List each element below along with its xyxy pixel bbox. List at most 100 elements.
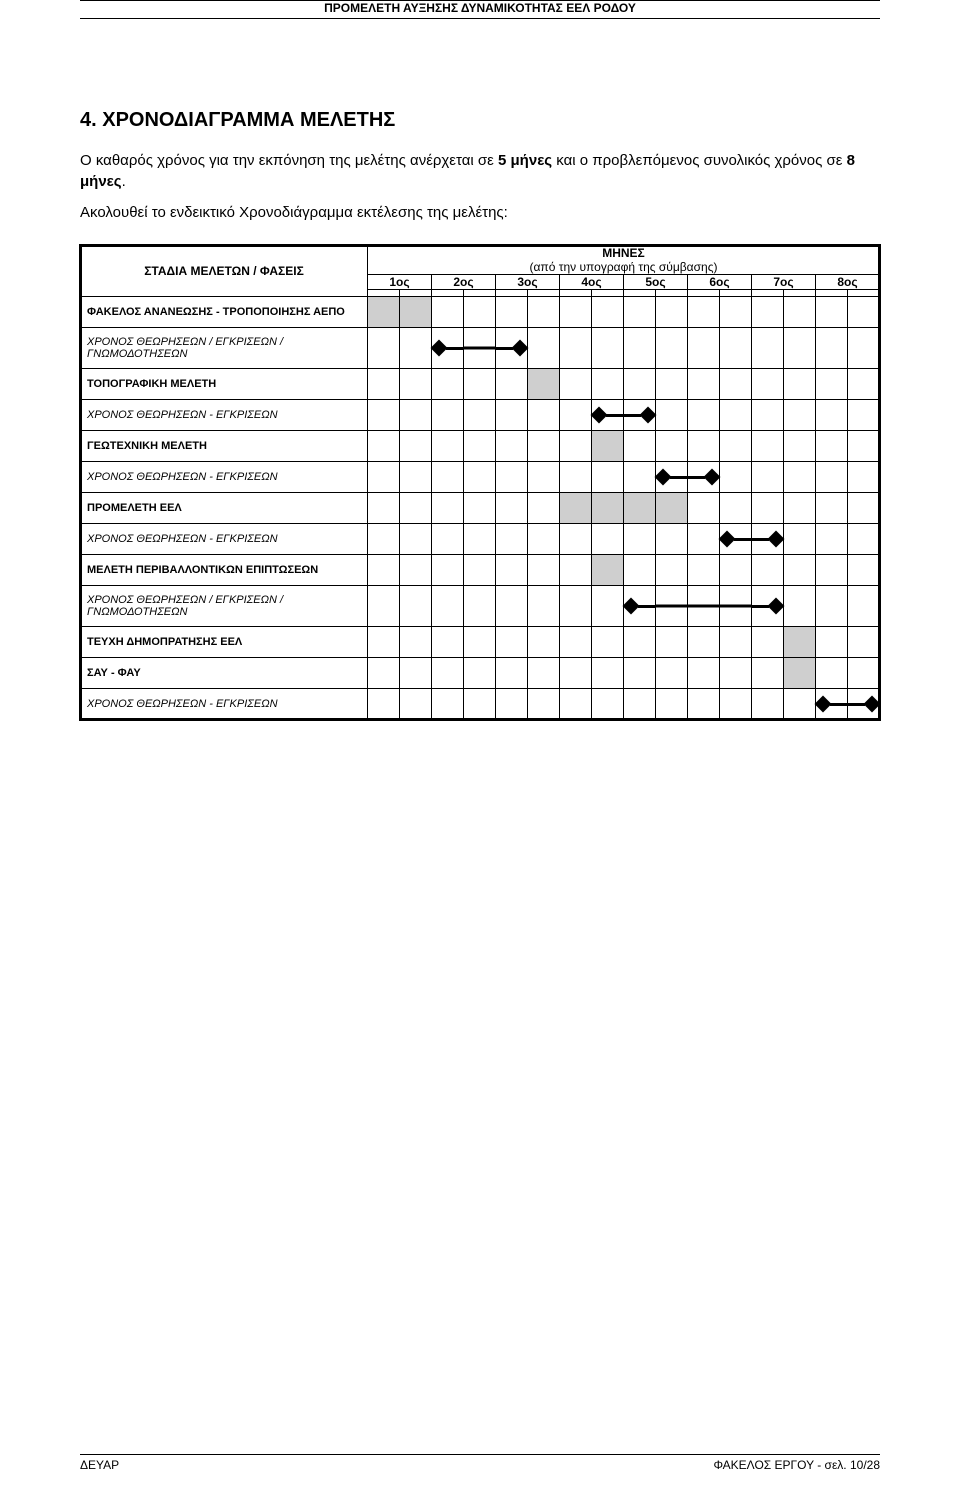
gantt-cell [432, 524, 464, 555]
gantt-cell [560, 658, 592, 689]
gantt-cell [592, 400, 624, 431]
gantt-cell [592, 431, 624, 462]
gantt-cell [688, 658, 720, 689]
gantt-cell [496, 524, 528, 555]
gantt-cell [528, 493, 560, 524]
gantt-cell [848, 586, 880, 627]
gantt-cell [848, 627, 880, 658]
gantt-cell [464, 627, 496, 658]
month-header-6: 6ος [688, 275, 752, 290]
gantt-cell [592, 555, 624, 586]
gantt-cell [560, 555, 592, 586]
gantt-cell [624, 627, 656, 658]
gantt-cell [528, 586, 560, 627]
gantt-row: ΦΑΚΕΛΟΣ ΑΝΑΝΕΩΣΗΣ - ΤΡΟΠΟΠΟΙΗΣΗΣ ΑΕΠΟ [81, 297, 880, 328]
gantt-cell [496, 328, 528, 369]
gantt-cell [816, 627, 848, 658]
row-label: ΧΡΟΝΟΣ ΘΕΩΡΗΣΕΩΝ - ΕΓΚΡΙΣΕΩΝ [81, 689, 368, 720]
gantt-cell [592, 297, 624, 328]
running-header: ΠΡΟΜΕΛΕΤΗ ΑΥΞΗΣΗΣ ΔΥΝΑΜΙΚΟΤΗΤΑΣ ΕΕΛ ΡΟΔΟ… [80, 1, 880, 19]
gantt-cell [752, 400, 784, 431]
gantt-cell [752, 524, 784, 555]
gantt-cell [496, 369, 528, 400]
gantt-cell [848, 524, 880, 555]
row-label: ΦΑΚΕΛΟΣ ΑΝΑΝΕΩΣΗΣ - ΤΡΟΠΟΠΟΙΗΣΗΣ ΑΕΠΟ [81, 297, 368, 328]
gantt-cell [432, 689, 464, 720]
gantt-cell [784, 689, 816, 720]
gantt-cell [368, 369, 400, 400]
gantt-cell [624, 400, 656, 431]
gantt-cell [656, 297, 688, 328]
gantt-cell [816, 462, 848, 493]
gantt-cell [784, 400, 816, 431]
gantt-cell [656, 400, 688, 431]
gantt-cell [624, 297, 656, 328]
month-header-1: 1ος [368, 275, 432, 290]
row-label: ΧΡΟΝΟΣ ΘΕΩΡΗΣΕΩΝ - ΕΓΚΡΙΣΕΩΝ [81, 400, 368, 431]
gantt-cell [656, 493, 688, 524]
month-header-4: 4ος [560, 275, 624, 290]
gantt-cell [464, 400, 496, 431]
gantt-cell [432, 493, 464, 524]
gantt-cell [752, 493, 784, 524]
gantt-row: ΤΟΠΟΓΡΑΦΙΚΗ ΜΕΛΕΤΗ [81, 369, 880, 400]
page-footer: ΔΕΥΑΡ ΦΑΚΕΛΟΣ ΕΡΓΟΥ - σελ. 10/28 [80, 1454, 880, 1472]
row-label: ΓΕΩΤΕΧΝΙΚΗ ΜΕΛΕΤΗ [81, 431, 368, 462]
gantt-cell [624, 493, 656, 524]
gantt-cell [592, 586, 624, 627]
gantt-cell [624, 431, 656, 462]
gantt-cell [688, 400, 720, 431]
month-header-7: 7ος [752, 275, 816, 290]
gantt-cell [816, 369, 848, 400]
row-label: ΠΡΟΜΕΛΕΤΗ ΕΕΛ [81, 493, 368, 524]
gantt-cell [720, 689, 752, 720]
gantt-cell [720, 431, 752, 462]
gantt-cell [816, 400, 848, 431]
gantt-cell [656, 369, 688, 400]
gantt-cell [560, 493, 592, 524]
gantt-cell [464, 555, 496, 586]
gantt-cell [720, 297, 752, 328]
gantt-cell [368, 431, 400, 462]
gantt-cell [560, 689, 592, 720]
gantt-cell [784, 328, 816, 369]
gantt-cell [528, 627, 560, 658]
gantt-cell [688, 627, 720, 658]
gantt-cell [592, 524, 624, 555]
gantt-cell [368, 328, 400, 369]
gantt-row: ΧΡΟΝΟΣ ΘΕΩΡΗΣΕΩΝ / ΕΓΚΡΙΣΕΩΝ / ΓΝΩΜΟΔΟΤΗ… [81, 328, 880, 369]
gantt-cell [400, 462, 432, 493]
gantt-cell [400, 627, 432, 658]
gantt-cell [816, 297, 848, 328]
gantt-cell [784, 431, 816, 462]
gantt-cell [560, 431, 592, 462]
gantt-cell [688, 431, 720, 462]
gantt-cell [368, 493, 400, 524]
gantt-cell [848, 555, 880, 586]
gantt-cell [464, 493, 496, 524]
gantt-cell [432, 400, 464, 431]
gantt-cell [432, 431, 464, 462]
gantt-cell [720, 555, 752, 586]
gantt-cell [752, 627, 784, 658]
gantt-cell [816, 493, 848, 524]
gantt-cell [784, 524, 816, 555]
gantt-cell [528, 658, 560, 689]
gantt-cell [496, 689, 528, 720]
gantt-cell [528, 431, 560, 462]
gantt-cell [496, 555, 528, 586]
gantt-cell [848, 658, 880, 689]
gantt-cell [400, 555, 432, 586]
phases-header: ΣΤΑΔΙΑ ΜΕΛΕΤΩΝ / ΦΑΣΕΙΣ [81, 246, 368, 297]
gantt-cell [624, 689, 656, 720]
gantt-cell [496, 297, 528, 328]
paragraph-1: Ο καθαρός χρόνος για την εκπόνηση της με… [80, 150, 880, 192]
gantt-cell [432, 586, 464, 627]
gantt-cell [720, 462, 752, 493]
gantt-cell [752, 369, 784, 400]
gantt-cell [400, 400, 432, 431]
row-label: ΤΟΠΟΓΡΑΦΙΚΗ ΜΕΛΕΤΗ [81, 369, 368, 400]
gantt-cell [720, 524, 752, 555]
gantt-cell [624, 555, 656, 586]
gantt-row: ΜΕΛΕΤΗ ΠΕΡΙΒΑΛΛΟΝΤΙΚΩΝ ΕΠΙΠΤΩΣΕΩΝ [81, 555, 880, 586]
